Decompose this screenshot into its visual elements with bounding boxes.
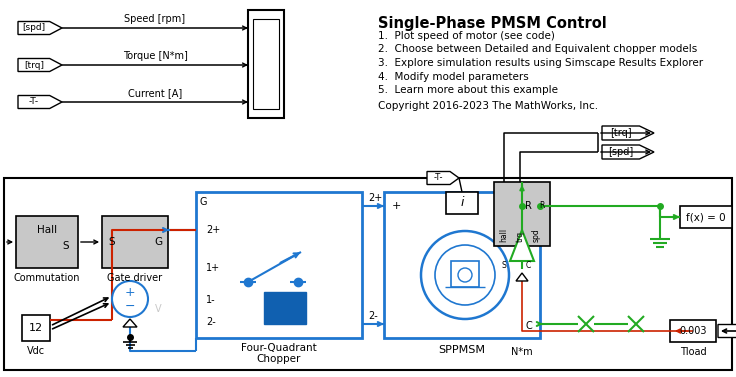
Text: [spd]: [spd] — [22, 23, 46, 32]
Text: S: S — [63, 241, 69, 251]
Bar — [4, 178, 732, 370]
Bar — [248, 10, 284, 118]
Bar — [16, 216, 78, 268]
Text: G: G — [154, 237, 162, 247]
Text: -T-: -T- — [29, 98, 39, 106]
Text: Tload: Tload — [679, 347, 707, 357]
Polygon shape — [18, 95, 62, 109]
Text: +: + — [124, 287, 135, 299]
Text: S: S — [109, 237, 116, 247]
Circle shape — [112, 281, 148, 317]
Text: Copyright 2016-2023 The MathWorks, Inc.: Copyright 2016-2023 The MathWorks, Inc. — [378, 101, 598, 111]
Text: R: R — [539, 201, 545, 210]
Text: C: C — [526, 262, 531, 271]
Text: Chopper: Chopper — [257, 354, 301, 364]
Bar — [196, 192, 362, 338]
Text: −: − — [124, 299, 135, 313]
Text: hall: hall — [500, 228, 509, 242]
Text: N*m: N*m — [512, 347, 533, 357]
Text: 2-: 2- — [368, 311, 378, 321]
Text: [spd]: [spd] — [608, 147, 634, 157]
Text: SPPMSM: SPPMSM — [439, 345, 486, 355]
Polygon shape — [18, 58, 62, 72]
Polygon shape — [123, 319, 137, 327]
Bar — [451, 261, 479, 287]
Text: -T-: -T- — [434, 173, 443, 182]
Text: f(x) = 0: f(x) = 0 — [686, 212, 726, 222]
Polygon shape — [718, 325, 736, 337]
Bar — [670, 320, 716, 342]
Bar — [384, 192, 540, 338]
Text: Hall: Hall — [37, 225, 57, 235]
Text: 12: 12 — [29, 323, 43, 333]
Polygon shape — [427, 172, 459, 184]
Polygon shape — [602, 145, 654, 159]
Bar — [264, 292, 306, 324]
Polygon shape — [18, 21, 62, 35]
Text: i: i — [460, 196, 464, 210]
Polygon shape — [516, 273, 528, 281]
Text: [trq]: [trq] — [610, 128, 631, 138]
Text: Four-Quadrant: Four-Quadrant — [241, 343, 317, 353]
Circle shape — [435, 245, 495, 305]
Text: 1-: 1- — [206, 295, 216, 305]
Bar — [253, 19, 279, 109]
Text: +: + — [392, 201, 401, 211]
Bar — [446, 192, 478, 214]
Polygon shape — [510, 230, 534, 261]
Text: Single-Phase PMSM Control: Single-Phase PMSM Control — [378, 16, 606, 31]
Text: 3.  Explore simulation results using Simscape Results Explorer: 3. Explore simulation results using Sims… — [378, 58, 703, 68]
Text: 4.  Modify model parameters: 4. Modify model parameters — [378, 72, 528, 81]
Bar — [680, 206, 732, 228]
Text: C: C — [526, 321, 532, 331]
Bar — [102, 216, 168, 268]
Polygon shape — [602, 126, 654, 140]
Text: R: R — [525, 201, 532, 211]
Text: Speed [rpm]: Speed [rpm] — [124, 14, 185, 24]
Text: Current [A]: Current [A] — [128, 88, 182, 98]
Text: V: V — [155, 304, 161, 314]
Text: 1.  Plot speed of motor (see code): 1. Plot speed of motor (see code) — [378, 31, 555, 41]
Text: 1+: 1+ — [206, 263, 220, 273]
Text: G: G — [200, 197, 208, 207]
Bar — [22, 315, 50, 341]
Text: Torque [N*m]: Torque [N*m] — [123, 51, 188, 61]
Bar — [494, 182, 550, 246]
Text: Gate driver: Gate driver — [107, 273, 163, 283]
Circle shape — [421, 231, 509, 319]
Text: Vdc: Vdc — [27, 346, 45, 356]
Text: Commutation: Commutation — [14, 273, 80, 283]
Text: 2+: 2+ — [206, 225, 220, 235]
Text: 2.  Choose between Detailed and Equivalent chopper models: 2. Choose between Detailed and Equivalen… — [378, 44, 697, 55]
Text: S: S — [501, 262, 506, 271]
Text: 5.  Learn more about this example: 5. Learn more about this example — [378, 85, 558, 95]
Circle shape — [458, 268, 472, 282]
Text: spd: spd — [531, 228, 540, 242]
Text: 2-: 2- — [206, 317, 216, 327]
Text: 2+: 2+ — [368, 193, 382, 203]
Text: 0.003: 0.003 — [679, 326, 707, 336]
Text: [trq]: [trq] — [24, 60, 44, 69]
Text: trq: trq — [515, 231, 525, 242]
